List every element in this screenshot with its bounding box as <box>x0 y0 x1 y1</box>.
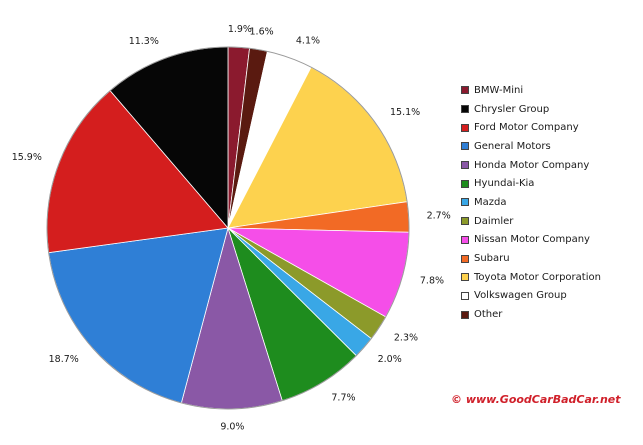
slice-label-bmw-mini: 1.9% <box>228 24 252 35</box>
slice-label-volkswagen-group: 4.1% <box>296 36 320 47</box>
legend-label: Hyundai-Kia <box>474 178 535 190</box>
legend-label: Toyota Motor Corporation <box>474 271 601 283</box>
legend-item-chrysler-group: Chrysler Group <box>461 100 601 119</box>
legend-label: Chrysler Group <box>474 103 550 115</box>
legend-swatch <box>461 291 469 300</box>
legend-label: General Motors <box>474 140 551 152</box>
slice-label-nissan-motor-company: 7.8% <box>420 275 444 286</box>
slice-label-ford-motor-company: 15.9% <box>12 152 42 163</box>
legend-swatch <box>461 254 469 263</box>
legend-item-mazda: Mazda <box>461 193 601 212</box>
legend: BMW-Mini Chrysler Group Ford Motor Company… <box>461 81 601 324</box>
legend-item-bmw-mini: BMW-Mini <box>461 81 601 100</box>
legend-swatch <box>461 273 469 282</box>
legend-swatch <box>461 217 469 226</box>
legend-item-subaru: Subaru <box>461 249 601 268</box>
legend-label: Subaru <box>474 253 510 265</box>
slice-label-honda-motor-company: 9.0% <box>220 422 244 433</box>
legend-item-hyundai-kia: Hyundai-Kia <box>461 174 601 193</box>
legend-swatch <box>461 235 469 244</box>
legend-item-toyota-motor-corporation: Toyota Motor Corporation <box>461 268 601 287</box>
legend-label: Ford Motor Company <box>474 122 579 134</box>
legend-swatch <box>461 310 469 319</box>
legend-swatch <box>461 198 469 207</box>
legend-item-daimler: Daimler <box>461 212 601 231</box>
watermark: © www.GoodCarBadCar.net <box>451 393 621 406</box>
legend-label: BMW-Mini <box>474 84 524 96</box>
legend-swatch <box>461 86 469 95</box>
pie-outline <box>46 46 410 410</box>
legend-swatch <box>461 142 469 151</box>
slice-label-general-motors: 18.7% <box>49 354 79 365</box>
legend-item-nissan-motor-company: Nissan Motor Company <box>461 231 601 250</box>
legend-label: Volkswagen Group <box>474 290 567 302</box>
legend-label: Honda Motor Company <box>474 159 590 171</box>
slice-label-other: 1.6% <box>250 26 274 37</box>
slice-label-mazda: 2.0% <box>378 354 402 365</box>
slice-label-hyundai-kia: 7.7% <box>331 393 355 404</box>
legend-label: Nissan Motor Company <box>474 234 590 246</box>
legend-item-other: Other <box>461 305 601 324</box>
legend-swatch <box>461 179 469 188</box>
legend-label: Other <box>474 309 503 321</box>
legend-item-ford-motor-company: Ford Motor Company <box>461 118 601 137</box>
slice-label-daimler: 2.3% <box>394 332 418 343</box>
legend-swatch <box>461 123 469 132</box>
legend-label: Daimler <box>474 215 514 227</box>
legend-item-honda-motor-company: Honda Motor Company <box>461 156 601 175</box>
slice-label-chrysler-group: 11.3% <box>129 36 159 47</box>
legend-swatch <box>461 161 469 170</box>
legend-item-general-motors: General Motors <box>461 137 601 156</box>
legend-label: Mazda <box>474 196 507 208</box>
slice-label-subaru: 2.7% <box>427 210 451 221</box>
slice-label-toyota-motor-corporation: 15.1% <box>390 107 420 118</box>
legend-swatch <box>461 105 469 114</box>
legend-item-volkswagen-group: Volkswagen Group <box>461 287 601 306</box>
